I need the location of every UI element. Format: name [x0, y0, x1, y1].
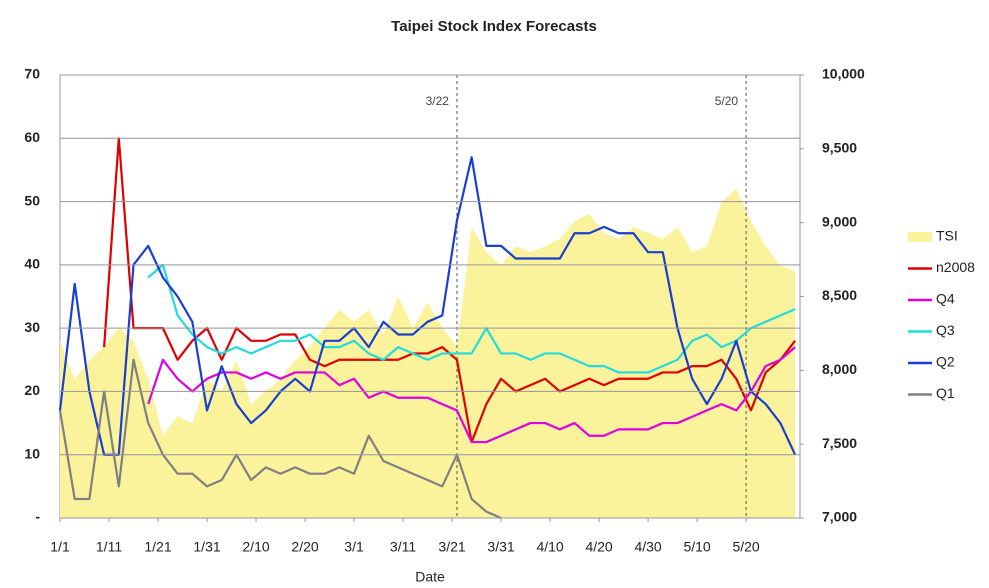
line: [147, 263, 796, 374]
line: [147, 346, 796, 444]
y2-tick-label: 8,500: [822, 287, 857, 303]
y-tick-label: 10: [24, 445, 40, 461]
x-tick-label: 3/21: [438, 539, 465, 555]
x-axis-label: Date: [415, 569, 445, 585]
legend-label: Q3: [936, 322, 955, 338]
legend-label: Q4: [936, 291, 955, 307]
y-tick-label: 60: [24, 129, 40, 145]
y-tick-label: 20: [24, 382, 40, 398]
x-tick-label: 5/10: [683, 539, 710, 555]
annotation-label: 5/20: [715, 94, 739, 108]
x-tick-label: 3/1: [344, 539, 364, 555]
x-tick-label: 4/30: [634, 539, 661, 555]
y-tick-label: 30: [24, 319, 40, 335]
legend-label: Q2: [936, 354, 955, 370]
y-tick-label: 50: [24, 192, 40, 208]
y2-tick-label: 7,500: [822, 435, 857, 451]
legend-label: Q1: [936, 385, 955, 401]
line: [58, 156, 797, 456]
line: [58, 358, 502, 520]
legend-label: TSI: [936, 228, 958, 244]
annotation-label: 3/22: [426, 94, 450, 108]
legend-swatch: [908, 232, 932, 242]
x-tick-label: 1/1: [50, 539, 70, 555]
x-tick-label: 2/20: [291, 539, 318, 555]
x-tick-label: 3/11: [390, 539, 416, 555]
legend-label: n2008: [936, 259, 975, 275]
x-tick-label: 4/20: [585, 539, 612, 555]
y2-tick-label: 9,000: [822, 213, 857, 229]
x-tick-label: 1/21: [144, 539, 171, 555]
x-tick-label: 5/20: [732, 539, 759, 555]
x-tick-label: 2/10: [242, 539, 269, 555]
y2-tick-label: 7,000: [822, 509, 857, 525]
y-tick-label: 40: [24, 256, 40, 272]
y2-tick-label: 8,000: [822, 361, 857, 377]
x-tick-label: 1/31: [193, 539, 220, 555]
x-tick-label: 3/31: [487, 539, 514, 555]
chart-title: Taipei Stock Index Forecasts: [391, 18, 597, 35]
x-tick-label: 4/10: [536, 539, 563, 555]
y2-tick-label: 10,000: [822, 66, 865, 82]
y-tick-label: -: [35, 509, 40, 525]
x-tick-label: 1/11: [96, 539, 122, 555]
y-tick-label: 70: [24, 66, 40, 82]
y2-tick-label: 9,500: [822, 140, 857, 156]
